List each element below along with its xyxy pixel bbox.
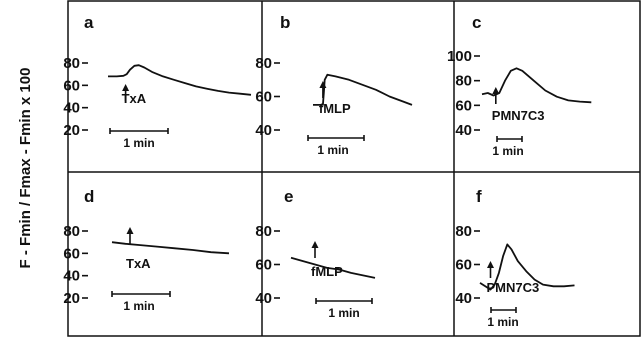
y-tick-label: 20: [63, 122, 80, 139]
y-tick-label: 40: [255, 122, 272, 139]
panel-label: e: [284, 187, 293, 206]
panel-label: f: [476, 187, 482, 206]
stimulus-label: TxA: [122, 91, 147, 106]
panel-c: c 40 60 80 100 PMN7C3 1 min: [447, 13, 592, 158]
y-tick-label: 60: [455, 97, 472, 114]
y-tick-label: 80: [455, 223, 472, 240]
y-axis-label: F - Fmin / Fmax - Fmin x 100: [17, 68, 34, 269]
y-tick-label: 100: [447, 48, 472, 65]
y-tick-label: 80: [63, 55, 80, 72]
y-tick-label: 60: [255, 257, 272, 274]
panel-a: a 20 40 60 80 TxA 1 min: [63, 13, 252, 150]
trace-line: [290, 256, 376, 279]
panel-label: a: [84, 13, 94, 32]
scalebar-label: 1 min: [123, 299, 154, 313]
panel-label: b: [280, 13, 290, 32]
panel-label: c: [472, 13, 481, 32]
y-tick-label: 20: [63, 290, 80, 307]
y-tick-label: 40: [455, 290, 472, 307]
panel-label: d: [84, 187, 94, 206]
y-tick-label: 40: [255, 290, 272, 307]
scalebar-label: 1 min: [317, 143, 348, 157]
scalebar-label: 1 min: [123, 136, 154, 150]
y-tick-label: 60: [255, 89, 272, 106]
trace-line: [111, 241, 230, 255]
scalebar-label: 1 min: [328, 306, 359, 320]
trace-line: [479, 243, 575, 291]
y-tick-label: 60: [63, 245, 80, 262]
panel-f: f 40 60 80 PMN7C3 1 min: [455, 187, 575, 329]
y-tick-label: 80: [255, 223, 272, 240]
trace-line: [108, 64, 252, 96]
stimulus-arrow-head: [487, 261, 494, 268]
y-tick-label: 60: [455, 257, 472, 274]
scalebar-label: 1 min: [487, 315, 518, 329]
stimulus-label: fMLP: [311, 264, 343, 279]
y-tick-label: 80: [63, 223, 80, 240]
stimulus-arrow-head: [126, 227, 134, 234]
stimulus-arrow-head: [319, 81, 327, 88]
figure-frame: [67, 0, 641, 337]
stimulus-label: TxA: [126, 256, 151, 271]
y-tick-label: 60: [63, 77, 80, 94]
y-tick-label: 80: [455, 73, 472, 90]
stimulus-arrow-head: [311, 241, 319, 248]
stimulus-label: PMN7C3: [492, 108, 545, 123]
panel-d: d 20 40 60 80 TxA 1 min: [63, 187, 230, 313]
y-tick-label: 80: [255, 55, 272, 72]
stimulus-label: PMN7C3: [487, 280, 540, 295]
panels: a 20 40 60 80 TxA 1 min b 40 60 80 fMLP 1 min c 40 60 80…: [63, 13, 592, 329]
stimulus-arrow-head: [492, 87, 500, 94]
panel-e: e 40 60 80 fMLP 1 min: [255, 187, 376, 320]
scalebar-label: 1 min: [492, 144, 523, 158]
y-tick-label: 40: [63, 100, 80, 117]
y-tick-label: 40: [455, 122, 472, 139]
trace-line: [313, 73, 413, 106]
panel-b: b 40 60 80 fMLP 1 min: [255, 13, 413, 157]
trace-line: [481, 67, 592, 104]
stimulus-arrow-head: [122, 84, 130, 91]
y-tick-label: 40: [63, 268, 80, 285]
stimulus-label: fMLP: [319, 101, 351, 116]
